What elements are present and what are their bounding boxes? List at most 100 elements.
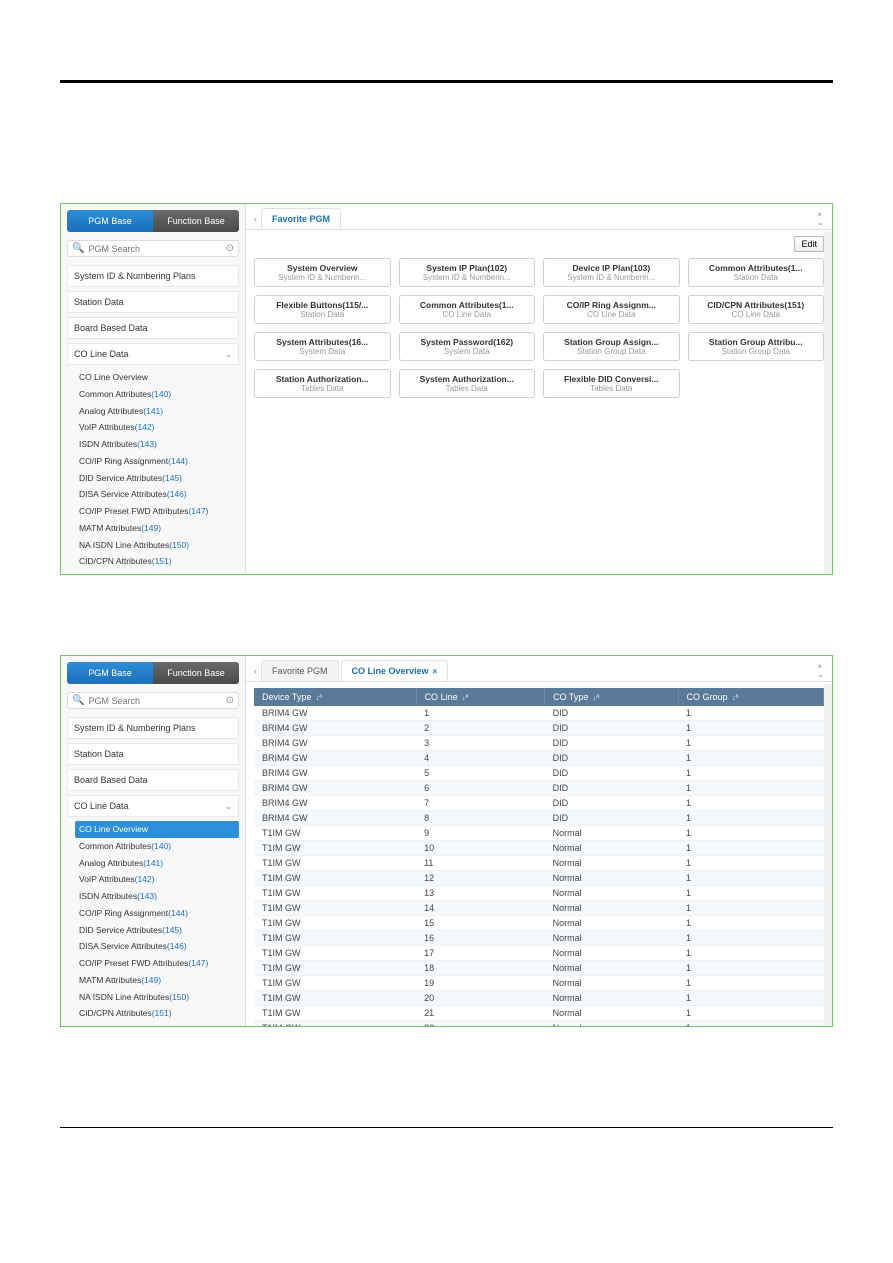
dropdown-icon[interactable]: ⌄ (817, 219, 824, 227)
favorite-card[interactable]: System Attributes(16...System Data (254, 332, 391, 361)
edit-button[interactable]: Edit (794, 236, 824, 252)
sub-coip-fwd[interactable]: CO/IP Preset FWD Attributes(147) (75, 503, 239, 520)
main-tab-favorite-2[interactable]: Favorite PGM (261, 660, 339, 681)
sub-disa[interactable]: DISA Service Attributes(146) (75, 486, 239, 503)
table-row[interactable]: T1IM GW17Normal1 (254, 946, 824, 961)
tab-scroll-left-icon[interactable]: ‹ (250, 214, 261, 224)
sub-coip-ring-2[interactable]: CO/IP Ring Assignment(144) (75, 905, 239, 922)
col-co-type[interactable]: CO Type ↓ª (545, 688, 678, 706)
nav-station-data[interactable]: Station Data (67, 291, 239, 313)
nav-station-data-2[interactable]: Station Data (67, 743, 239, 765)
table-row[interactable]: BRIM4 GW3DID1 (254, 736, 824, 751)
close-tab-icon[interactable]: × (433, 667, 438, 676)
sub-overview[interactable]: CO Line Overview (75, 369, 239, 386)
table-row[interactable]: T1IM GW14Normal1 (254, 901, 824, 916)
nav-system-id[interactable]: System ID & Numbering Plans (67, 265, 239, 287)
sort-icon: ↓ª (732, 695, 738, 702)
sub-cidcpn-2[interactable]: CID/CPN Attributes(151) (75, 1005, 239, 1022)
sub-matm[interactable]: MATM Attributes(149) (75, 520, 239, 537)
search-container-2: 🔍 ⊙ (67, 692, 239, 709)
dropdown-icon-2[interactable]: ⌄ (817, 671, 824, 679)
sub-cidcpn[interactable]: CID/CPN Attributes(151) (75, 553, 239, 570)
nav-co-line-data-2[interactable]: CO Line Data ⌄ (67, 795, 239, 817)
scrollbar[interactable] (824, 232, 832, 574)
table-row[interactable]: T1IM GW11Normal1 (254, 856, 824, 871)
tab-function-base-2[interactable]: Function Base (153, 662, 239, 684)
table-row[interactable]: T1IM GW9Normal1 (254, 826, 824, 841)
col-co-group[interactable]: CO Group ↓ª (678, 688, 823, 706)
tab-pgm-base[interactable]: PGM Base (67, 210, 153, 232)
table-row[interactable]: T1IM GW10Normal1 (254, 841, 824, 856)
table-row[interactable]: T1IM GW15Normal1 (254, 916, 824, 931)
favorite-card[interactable]: Station Authorization...Tables Data (254, 369, 391, 398)
table-cell: BRIM4 GW (254, 781, 416, 796)
favorite-card[interactable]: Device IP Plan(103)System ID & Numberin.… (543, 258, 680, 287)
favorite-card[interactable]: System OverviewSystem ID & Numberin... (254, 258, 391, 287)
sub-overview-2[interactable]: CO Line Overview (75, 821, 239, 838)
sub-t1-2[interactable]: T1 CO Line Attributes(152) (75, 1022, 239, 1026)
col-device-type[interactable]: Device Type ↓ª (254, 688, 416, 706)
favorite-card[interactable]: System Authorization...Tables Data (399, 369, 536, 398)
nav-system-id-2[interactable]: System ID & Numbering Plans (67, 717, 239, 739)
scrollbar-2[interactable] (824, 684, 832, 1026)
sub-matm-2[interactable]: MATM Attributes(149) (75, 972, 239, 989)
table-row[interactable]: T1IM GW22Normal1 (254, 1021, 824, 1027)
table-row[interactable]: BRIM4 GW4DID1 (254, 751, 824, 766)
favorite-card[interactable]: System IP Plan(102)System ID & Numberin.… (399, 258, 536, 287)
sub-na-isdn-2[interactable]: NA ISDN Line Attributes(150) (75, 989, 239, 1006)
table-row[interactable]: BRIM4 GW2DID1 (254, 721, 824, 736)
nav-board-data-2[interactable]: Board Based Data (67, 769, 239, 791)
table-row[interactable]: BRIM4 GW6DID1 (254, 781, 824, 796)
col-co-line[interactable]: CO Line ↓ª (416, 688, 545, 706)
tab-controls[interactable]: ×⌄ (813, 211, 828, 227)
table-row[interactable]: T1IM GW20Normal1 (254, 991, 824, 1006)
table-row[interactable]: T1IM GW18Normal1 (254, 961, 824, 976)
favorite-card[interactable]: Station Group Attribu...Station Group Da… (688, 332, 825, 361)
search-input-2[interactable] (88, 696, 225, 706)
table-row[interactable]: T1IM GW13Normal1 (254, 886, 824, 901)
favorite-card[interactable]: Common Attributes(1...Station Data (688, 258, 825, 287)
nav-board-data[interactable]: Board Based Data (67, 317, 239, 339)
sub-coip-ring[interactable]: CO/IP Ring Assignment(144) (75, 453, 239, 470)
favorite-card[interactable]: Station Group Assign...Station Group Dat… (543, 332, 680, 361)
favorite-card[interactable]: System Password(162)System Data (399, 332, 536, 361)
clear-icon-2[interactable]: ⊙ (226, 695, 234, 706)
sub-analog[interactable]: Analog Attributes(141) (75, 403, 239, 420)
table-row[interactable]: BRIM4 GW5DID1 (254, 766, 824, 781)
clear-icon[interactable]: ⊙ (226, 243, 234, 254)
sub-isdn-2[interactable]: ISDN Attributes(143) (75, 888, 239, 905)
sub-disa-2[interactable]: DISA Service Attributes(146) (75, 938, 239, 955)
favorite-card[interactable]: CID/CPN Attributes(151)CO Line Data (688, 295, 825, 324)
main-tab-co-overview[interactable]: CO Line Overview× (341, 660, 449, 681)
table-row[interactable]: T1IM GW16Normal1 (254, 931, 824, 946)
table-row[interactable]: T1IM GW12Normal1 (254, 871, 824, 886)
table-row[interactable]: T1IM GW21Normal1 (254, 1006, 824, 1021)
favorite-card[interactable]: Flexible DID Conversi...Tables Data (543, 369, 680, 398)
sub-na-isdn[interactable]: NA ISDN Line Attributes(150) (75, 537, 239, 554)
sub-did-2[interactable]: DID Service Attributes(145) (75, 922, 239, 939)
sub-isdn[interactable]: ISDN Attributes(143) (75, 436, 239, 453)
tab-pgm-base-2[interactable]: PGM Base (67, 662, 153, 684)
tab-controls-2[interactable]: ×⌄ (813, 663, 828, 679)
sub-voip[interactable]: VoIP Attributes(142) (75, 419, 239, 436)
sub-t1[interactable]: T1 CO Line Attributes(152) (75, 570, 239, 574)
sub-voip-2[interactable]: VoIP Attributes(142) (75, 871, 239, 888)
tab-function-base[interactable]: Function Base (153, 210, 239, 232)
favorite-card[interactable]: Flexible Buttons(115/...Station Data (254, 295, 391, 324)
table-row[interactable]: BRIM4 GW8DID1 (254, 811, 824, 826)
tab-scroll-left-icon-2[interactable]: ‹ (250, 666, 261, 676)
sub-common-2[interactable]: Common Attributes(140) (75, 838, 239, 855)
card-title: System Attributes(16... (259, 337, 386, 347)
table-row[interactable]: BRIM4 GW7DID1 (254, 796, 824, 811)
search-input[interactable] (88, 244, 225, 254)
table-row[interactable]: T1IM GW19Normal1 (254, 976, 824, 991)
favorite-card[interactable]: Common Attributes(1...CO Line Data (399, 295, 536, 324)
main-tab-favorite[interactable]: Favorite PGM (261, 208, 341, 229)
table-row[interactable]: BRIM4 GW1DID1 (254, 706, 824, 721)
favorite-card[interactable]: CO/IP Ring Assignm...CO Line Data (543, 295, 680, 324)
sub-did[interactable]: DID Service Attributes(145) (75, 470, 239, 487)
sub-analog-2[interactable]: Analog Attributes(141) (75, 855, 239, 872)
sub-coip-fwd-2[interactable]: CO/IP Preset FWD Attributes(147) (75, 955, 239, 972)
nav-co-line-data[interactable]: CO Line Data ⌄ (67, 343, 239, 365)
sub-common[interactable]: Common Attributes(140) (75, 386, 239, 403)
